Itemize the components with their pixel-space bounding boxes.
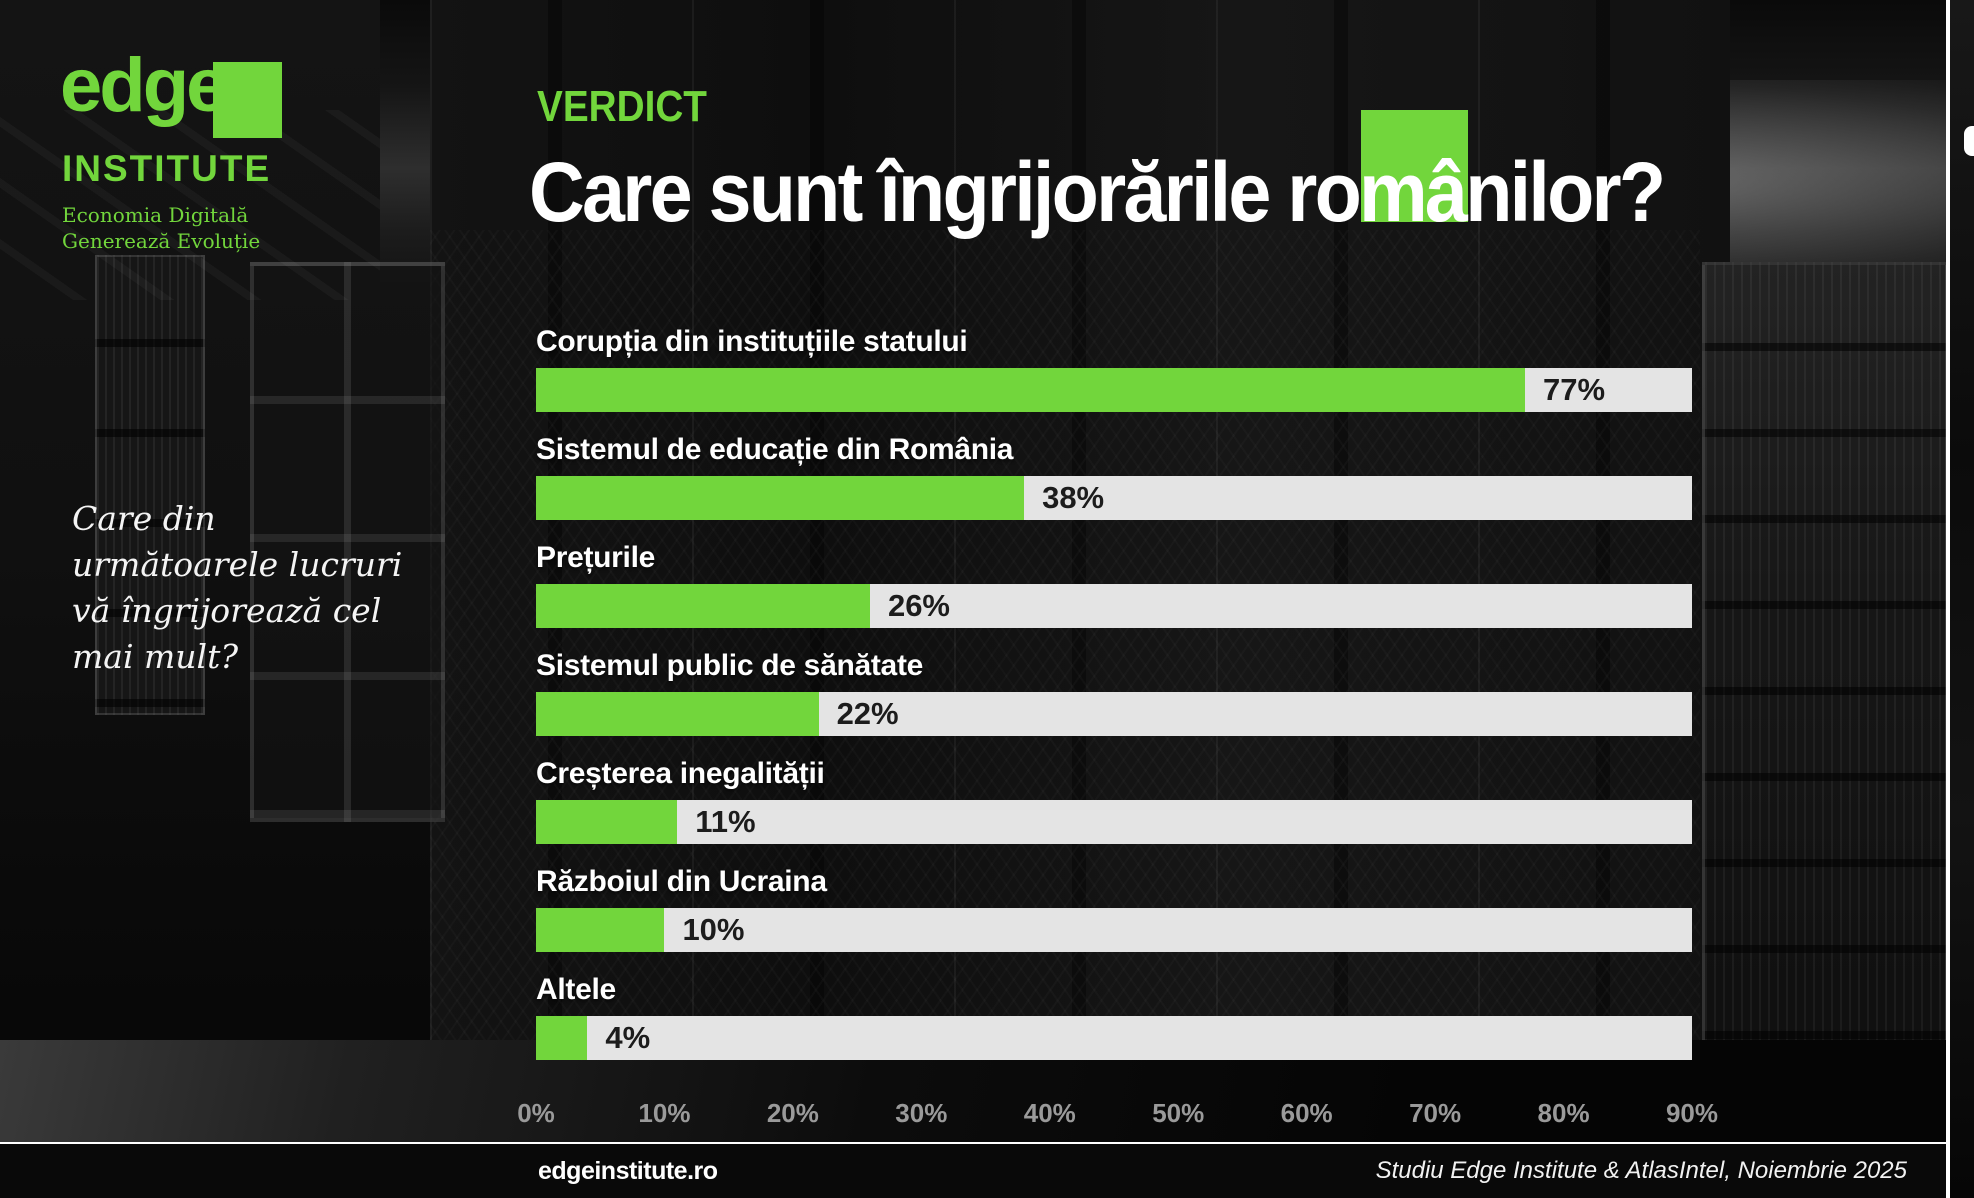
axis-tick: 50% [1152,1098,1205,1128]
axis-tick: 70% [1409,1098,1462,1128]
slide-divider-line [1946,0,1950,1198]
bar-label: Creșterea inegalității [536,757,825,790]
bar-fill [536,800,678,844]
bar-track: 26% [536,584,1692,628]
logo-wordmark: edge [60,43,228,128]
brand-tagline: Economia Digitală Generează Evoluție [62,202,260,254]
chart-row: Corupția din instituțiile statului 77% [536,324,1692,432]
axis-tick: 80% [1537,1098,1590,1128]
bar-track: 10% [536,908,1692,952]
bar-label: Prețurile [536,541,656,574]
footer-website-link[interactable]: edgeinstitute.ro [538,1156,718,1185]
chart-row: Altele 4% [536,972,1692,1080]
bar-label: Sistemul de educație din România [536,433,1014,466]
bar-value: 4% [605,1020,651,1055]
next-slide-text-fragment [1964,126,1974,156]
bar-fill [536,692,819,736]
bar-value: 22% [836,696,899,731]
axis-tick: 30% [895,1098,948,1128]
bar-label: Războiul din Ucraina [536,865,827,898]
background-bookcase-right [1702,262,1948,1062]
bar-track: 11% [536,800,1692,844]
axis-tick: 0% [517,1098,555,1128]
footer-bar: edgeinstitute.ro Studiu Edge Institute &… [0,1142,1948,1198]
kicker-label: VERDICT [537,82,707,131]
axis-tick: 60% [1280,1098,1333,1128]
chart-row: Prețurile 26% [536,540,1692,648]
logo-green-square [213,62,282,138]
bar-track: 22% [536,692,1692,736]
bar-label: Sistemul public de sănătate [536,649,924,682]
logo: edge [60,43,282,138]
bar-fill [536,368,1526,412]
bar-label: Corupția din instituțiile statului [536,325,968,358]
bar-fill [536,476,1025,520]
chart-row: Creșterea inegalității 11% [536,756,1692,864]
bar-fill [536,1016,588,1060]
tagline-line-2: Generează Evoluție [62,229,261,253]
tagline-line-1: Economia Digitală [62,203,249,227]
axis-tick: 10% [638,1098,691,1128]
next-slide-sliver [1950,0,1974,1198]
axis-tick: 40% [1023,1098,1076,1128]
x-axis: 0% 10% 20% 30% 40% 50% 60% 70% 80% 90% [517,1098,1718,1130]
axis-tick: 20% [766,1098,819,1128]
survey-question: Care din următoarele lucruri vă îngrijor… [72,499,403,676]
chart-row: Sistemul public de sănătate 22% [536,648,1692,756]
footer-source-note: Studiu Edge Institute & AtlasIntel, Noie… [1375,1157,1907,1184]
bar-track: 4% [536,1016,1692,1060]
bar-label: Altele [536,973,616,1006]
bar-chart: Corupția din instituțiile statului 77% S… [536,324,1692,1080]
bar-value: 10% [682,912,745,947]
bar-fill [536,908,665,952]
bar-fill [536,584,870,628]
chart-row: Războiul din Ucraina 10% [536,864,1692,972]
bar-value: 77% [1543,372,1606,407]
bar-value: 38% [1042,480,1105,515]
logo-institute-label: INSTITUTE [62,148,272,189]
bar-track: 77% [536,368,1692,412]
bar-value: 26% [887,588,950,623]
page-title: Care sunt îngrijorările românilor? [529,145,1666,239]
bar-value: 11% [695,804,756,839]
chart-row: Sistemul de educație din România 38% [536,432,1692,540]
axis-tick: 90% [1665,1098,1719,1128]
bar-track: 38% [536,476,1692,520]
